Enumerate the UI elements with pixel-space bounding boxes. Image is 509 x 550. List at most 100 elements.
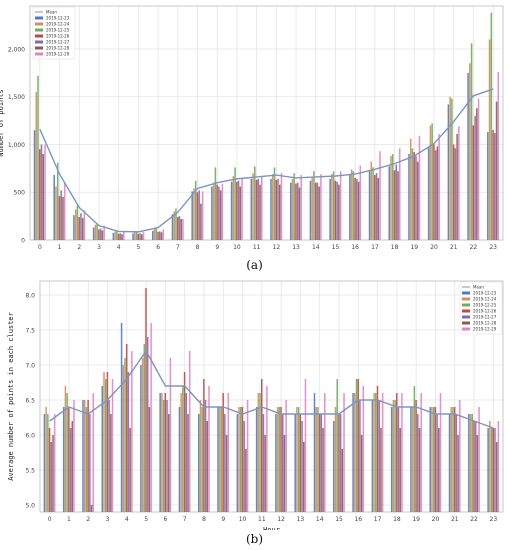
bar-2019-12-25-12 bbox=[273, 167, 276, 240]
x-tick-label: 19 bbox=[410, 244, 418, 251]
bar-2019-12-25-13 bbox=[297, 407, 300, 512]
bar-2019-12-25-20 bbox=[431, 123, 433, 240]
bar-2019-12-27-22 bbox=[474, 115, 476, 240]
bar-2019-12-29-23 bbox=[497, 421, 500, 512]
bar-2019-12-25-15 bbox=[332, 171, 335, 240]
x-tick-label: 15 bbox=[332, 244, 340, 251]
legend-swatch-2019-12-23 bbox=[462, 291, 470, 295]
bar-2019-12-24-8 bbox=[199, 400, 202, 512]
bar-2019-12-23-2 bbox=[82, 400, 84, 512]
bar-2019-12-27-11 bbox=[262, 414, 265, 512]
bar-2019-12-27-21 bbox=[455, 414, 458, 512]
bar-2019-12-28-7 bbox=[187, 414, 189, 512]
bar-2019-12-29-23 bbox=[497, 71, 500, 240]
bar-2019-12-26-11 bbox=[260, 379, 263, 512]
bar-2019-12-23-15 bbox=[333, 421, 335, 512]
bar-2019-12-26-14 bbox=[318, 414, 321, 512]
bar-2019-12-25-10 bbox=[234, 167, 236, 240]
bar-2019-12-26-18 bbox=[393, 170, 396, 240]
bar-2019-12-29-15 bbox=[339, 171, 342, 240]
bar-2019-12-25-20 bbox=[432, 407, 435, 512]
bar-2019-12-28-0 bbox=[52, 435, 54, 512]
bar-2019-12-23-3 bbox=[101, 386, 104, 512]
bar-2019-12-29-19 bbox=[418, 135, 421, 240]
bar-2019-12-27-22 bbox=[474, 421, 477, 512]
bar-2019-12-28-19 bbox=[416, 161, 419, 240]
bar-2019-12-23-4 bbox=[112, 232, 115, 240]
bar-2019-12-27-3 bbox=[108, 400, 110, 512]
bar-2019-12-28-12 bbox=[278, 184, 281, 240]
bar-2019-12-28-13 bbox=[303, 442, 305, 512]
bar-2019-12-25-3 bbox=[96, 223, 98, 240]
bar-2019-12-25-7 bbox=[182, 386, 184, 512]
bar-2019-12-27-8 bbox=[204, 400, 207, 512]
bar-2019-12-26-10 bbox=[241, 407, 244, 512]
bar-2019-12-26-8 bbox=[203, 379, 205, 512]
bar-2019-12-23-18 bbox=[390, 407, 393, 512]
bar-2019-12-29-15 bbox=[343, 393, 345, 512]
bar-2019-12-24-21 bbox=[449, 96, 451, 240]
bar-2019-12-25-16 bbox=[352, 171, 355, 240]
bar-2019-12-26-10 bbox=[236, 181, 238, 240]
bar-2019-12-28-18 bbox=[399, 428, 401, 512]
bar-2019-12-24-8 bbox=[193, 188, 195, 240]
x-tick-label: 17 bbox=[371, 244, 379, 251]
x-axis-label: Hour bbox=[263, 526, 280, 530]
bar-2019-12-28-9 bbox=[219, 190, 222, 240]
bar-2019-12-24-22 bbox=[469, 414, 472, 512]
bar-2019-12-23-14 bbox=[309, 180, 312, 240]
x-tick-label: 13 bbox=[292, 244, 300, 251]
bar-2019-12-25-13 bbox=[293, 173, 295, 240]
bar-2019-12-26-15 bbox=[338, 414, 340, 512]
x-tick-label: 5 bbox=[136, 244, 140, 251]
x-tick-label: 21 bbox=[451, 516, 459, 523]
bar-2019-12-27-21 bbox=[454, 148, 457, 240]
bar-2019-12-27-6 bbox=[158, 231, 161, 240]
legend: Mean2019-12-232019-12-242019-12-252019-1… bbox=[459, 281, 503, 335]
bar-2019-12-23-10 bbox=[230, 181, 233, 240]
legend-label-2019-12-27: 2019-12-27 bbox=[46, 40, 70, 45]
bar-2019-12-28-11 bbox=[259, 184, 261, 240]
bar-2019-12-24-18 bbox=[390, 155, 392, 240]
bar-2019-12-28-18 bbox=[397, 171, 399, 240]
legend-label-2019-12-23: 2019-12-23 bbox=[46, 16, 70, 21]
bar-2019-12-23-18 bbox=[388, 166, 391, 240]
bar-2019-12-25-6 bbox=[162, 400, 165, 512]
bar-2019-12-23-22 bbox=[468, 414, 470, 512]
bar-2019-12-28-15 bbox=[341, 449, 344, 512]
bar-2019-12-25-8 bbox=[194, 180, 197, 240]
bar-2019-12-27-4 bbox=[127, 372, 130, 512]
bar-2019-12-29-5 bbox=[150, 323, 152, 512]
bar-2019-12-23-21 bbox=[448, 414, 451, 512]
bar-2019-12-26-22 bbox=[472, 125, 475, 240]
bar-2019-12-29-2 bbox=[83, 210, 86, 240]
bar-2019-12-29-11 bbox=[261, 176, 263, 240]
legend-swatch-2019-12-24 bbox=[35, 22, 43, 26]
y-tick-label: 500 bbox=[14, 190, 26, 197]
bar-2019-12-24-1 bbox=[64, 386, 67, 512]
bar-2019-12-28-21 bbox=[456, 133, 458, 240]
bar-2019-12-28-10 bbox=[245, 449, 247, 512]
bar-2019-12-24-9 bbox=[212, 182, 215, 240]
bar-2019-12-25-23 bbox=[490, 12, 493, 240]
y-tick-label: 1,000 bbox=[8, 142, 25, 149]
bar-2019-12-23-23 bbox=[487, 132, 489, 240]
bar-2019-12-23-9 bbox=[211, 186, 213, 240]
bar-2019-12-28-9 bbox=[225, 435, 228, 512]
bar-2019-12-27-17 bbox=[375, 173, 378, 240]
y-tick-label: 7.5 bbox=[25, 328, 35, 335]
bar-2019-12-29-3 bbox=[111, 379, 114, 512]
bar-2019-12-24-11 bbox=[257, 393, 260, 512]
bar-2019-12-23-19 bbox=[410, 407, 412, 512]
bar-2019-12-24-13 bbox=[291, 178, 294, 240]
bar-2019-12-27-1 bbox=[60, 190, 62, 240]
y-tick-label: 8.0 bbox=[25, 293, 35, 300]
bar-2019-12-27-14 bbox=[316, 182, 319, 240]
bar-2019-12-26-7 bbox=[183, 372, 186, 512]
chart-b-svg: 5.05.56.06.57.07.58.00 1 2 3 4 5 6 7 8 9 10 11 12 13 1… bbox=[7, 280, 504, 530]
bar-2019-12-28-20 bbox=[436, 146, 439, 240]
bar-2019-12-29-3 bbox=[103, 225, 105, 240]
bar-2019-12-26-3 bbox=[98, 229, 100, 240]
bar-2019-12-24-21 bbox=[450, 407, 453, 512]
bar-2019-12-23-13 bbox=[289, 182, 292, 240]
